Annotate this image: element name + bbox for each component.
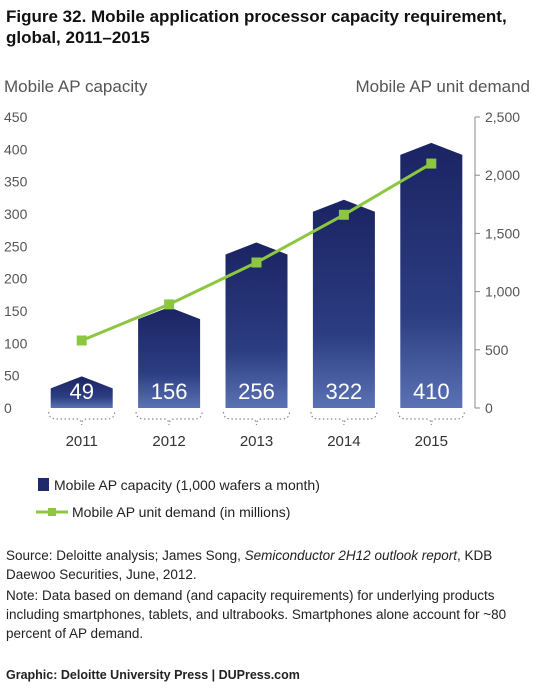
source-notes: Source: Deloitte analysis; James Song, S… — [6, 546, 536, 645]
y-left-tick-label: 50 — [4, 368, 20, 384]
y-axis-right-title: Mobile AP unit demand — [355, 77, 530, 96]
line-point — [76, 335, 87, 346]
x-category-label: 2011 — [66, 433, 98, 450]
graphic-credit: Graphic: Deloitte University Press | DUP… — [6, 668, 300, 682]
bar — [312, 199, 375, 408]
bar — [138, 307, 201, 408]
bar-value-label: 322 — [326, 379, 363, 404]
y-left-tick-label: 350 — [4, 174, 28, 190]
line-point — [251, 257, 262, 268]
bar — [225, 242, 288, 408]
category-brace — [222, 411, 291, 426]
bar-value-label: 256 — [238, 379, 275, 404]
x-category-label: 2015 — [415, 433, 448, 450]
y-axis-left-title: Mobile AP capacity — [4, 77, 148, 96]
legend-line-marker — [48, 508, 56, 516]
y-left-tick-label: 250 — [4, 238, 28, 254]
y-right-tick-label: 0 — [485, 400, 493, 416]
bar-value-label: 410 — [413, 379, 450, 404]
x-category-label: 2012 — [152, 433, 185, 450]
y-left-tick-label: 450 — [4, 109, 28, 125]
y-left-tick-label: 400 — [4, 141, 28, 157]
y-right-tick-label: 1,500 — [485, 225, 520, 241]
y-left-tick-label: 0 — [4, 400, 12, 416]
line-series — [76, 158, 437, 346]
y-axis-left: 0 50 100 150 200 250 300 350 400 450 — [4, 109, 28, 416]
source-prefix: Source: Deloitte analysis; James Song, — [6, 548, 245, 563]
source-report-title: Semiconductor 2H12 outlook report — [244, 548, 457, 563]
bar — [50, 376, 113, 408]
y-right-tick-label: 1,000 — [485, 284, 520, 300]
y-left-tick-label: 300 — [4, 206, 28, 222]
y-left-tick-label: 150 — [4, 303, 28, 319]
x-category-label: 2013 — [240, 433, 273, 450]
legend-bar-swatch — [38, 478, 49, 491]
y-axis-right: 0 500 1,000 1,500 2,000 2,500 — [474, 109, 520, 416]
x-category-label: 2014 — [327, 433, 360, 450]
y-left-tick-label: 100 — [4, 335, 28, 351]
chart-title: Figure 32. Mobile application processor … — [6, 7, 507, 47]
y-right-tick-label: 500 — [485, 342, 509, 358]
y-left-tick-label: 200 — [4, 271, 28, 287]
bar-value-label: 49 — [69, 379, 93, 404]
category-braces — [48, 411, 465, 426]
legend: Mobile AP capacity (1,000 wafers a month… — [36, 477, 320, 520]
chart: Mobile AP capacity Mobile AP unit demand… — [4, 77, 530, 520]
line-point — [164, 299, 175, 310]
category-brace — [48, 411, 116, 426]
category-brace — [397, 411, 465, 426]
y-right-tick-label: 2,000 — [485, 167, 520, 183]
source-text: Source: Deloitte analysis; James Song, S… — [6, 546, 536, 584]
legend-line-label: Mobile AP unit demand (in millions) — [72, 504, 290, 520]
line-point — [338, 209, 349, 220]
source-suffix: , KDB Daewoo Securities, June, 2012. — [6, 548, 493, 582]
bar-series: 49 156 256 322 410 — [50, 142, 463, 408]
bar-value-label: 156 — [151, 379, 188, 404]
note-text: Note: Data based on demand (and capacity… — [6, 588, 507, 641]
bar — [400, 142, 463, 408]
y-right-tick-label: 2,500 — [485, 109, 520, 125]
category-brace — [135, 411, 203, 426]
category-brace — [310, 411, 378, 426]
line-point — [426, 158, 437, 169]
x-axis: 2011 2012 2013 2014 2015 — [66, 433, 448, 450]
legend-bar-label: Mobile AP capacity (1,000 wafers a month… — [54, 477, 320, 493]
